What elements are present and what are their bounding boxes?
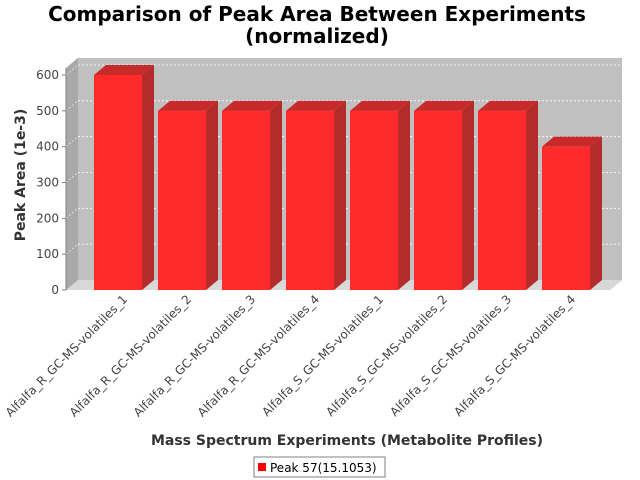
chart-title-line1: Comparison of Peak Area Between Experime… (48, 2, 586, 26)
bar-side (590, 136, 602, 290)
x-tick-label: Alfalfa_S_GC-MS-volatiles_1 (259, 292, 386, 419)
y-tick-label: 500 (36, 104, 59, 118)
y-tick-label: 300 (36, 176, 59, 190)
y-tick-label: 0 (51, 283, 59, 297)
x-tick-label: Alfalfa_R_GC-MS-volatiles_2 (67, 292, 194, 419)
bar-group (286, 100, 346, 290)
x-axis-label: Mass Spectrum Experiments (Metabolite Pr… (151, 433, 543, 449)
legend-swatch (258, 463, 266, 471)
bar-side (206, 100, 218, 290)
gridline-side (65, 243, 79, 255)
bar (222, 110, 270, 290)
x-tick-label: Alfalfa_R_GC-MS-volatiles_4 (195, 292, 322, 419)
bar (542, 146, 590, 290)
bar-side (462, 100, 474, 290)
bar-group (478, 100, 538, 290)
bar-side (334, 100, 346, 290)
bar-side (142, 65, 154, 290)
bar-group (222, 100, 282, 290)
y-tick-label: 200 (36, 211, 59, 225)
y-axis-label: Peak Area (1e-3) (13, 109, 29, 242)
gridline-side (65, 208, 79, 219)
x-tick-label: Alfalfa_S_GC-MS-volatiles_4 (451, 292, 578, 419)
bar-top (286, 100, 346, 111)
bar (158, 110, 206, 290)
bar-group (542, 136, 602, 290)
bar-top (542, 136, 602, 147)
bars (94, 65, 602, 290)
y-tick-label: 600 (36, 68, 59, 82)
y-tick-label: 100 (36, 247, 59, 261)
bar (286, 110, 334, 290)
gridline-side (65, 64, 79, 76)
bar-group (350, 100, 410, 290)
bar-top (350, 100, 410, 111)
gridline-side (65, 136, 79, 147)
legend-box (253, 456, 386, 478)
legend: Peak 57(15.1053) (253, 456, 386, 478)
x-tick-label: Alfalfa_S_GC-MS-volatiles_2 (323, 292, 450, 419)
bar-group (94, 65, 154, 290)
bar (94, 75, 142, 290)
bar-top (414, 100, 474, 111)
plot-side-wall (66, 58, 78, 290)
x-tick-label: Alfalfa_R_GC-MS-volatiles_1 (3, 292, 130, 419)
bar-top (94, 65, 154, 75)
bar-top (158, 100, 218, 111)
x-axis-tick-labels: Alfalfa_R_GC-MS-volatiles_1Alfalfa_R_GC-… (3, 292, 578, 419)
gridline-side (65, 172, 79, 183)
legend-label: Peak 57(15.1053) (270, 461, 377, 475)
bar-top (478, 100, 538, 111)
x-tick-label: Alfalfa_R_GC-MS-volatiles_3 (131, 292, 258, 419)
bar-side (270, 100, 282, 290)
x-tick-label: Alfalfa_S_GC-MS-volatiles_3 (387, 292, 514, 419)
bar-group (158, 100, 218, 290)
bar-side (398, 100, 410, 290)
bar-side (526, 100, 538, 290)
bar (478, 110, 526, 290)
bar (414, 110, 462, 290)
y-tick-label: 400 (36, 140, 59, 154)
chart-title-line2: (normalized) (245, 24, 389, 48)
bar (350, 110, 398, 290)
bar-top (222, 100, 282, 111)
bar-group (414, 100, 474, 290)
y-axis: 0 100 200 300 400 500 600 (36, 68, 67, 297)
gridline-side (65, 100, 79, 112)
